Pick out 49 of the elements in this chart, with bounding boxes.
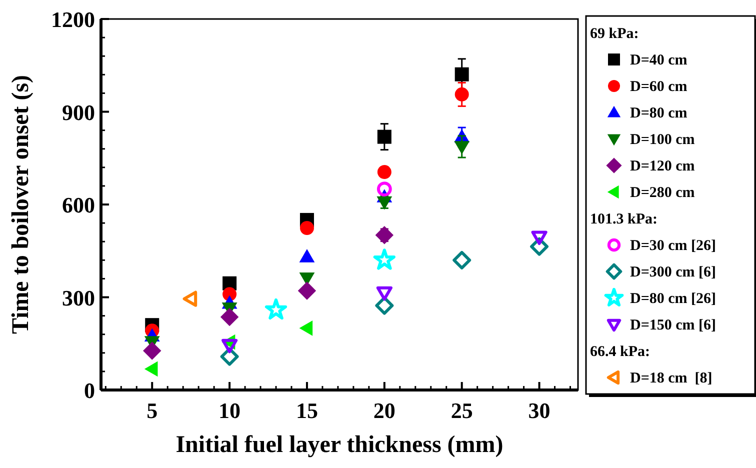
text: 69 kPa:	[590, 26, 639, 42]
point	[143, 342, 162, 360]
point	[375, 226, 394, 244]
point	[376, 196, 392, 210]
legend-label: D=300 cm [6]	[630, 264, 716, 280]
point	[182, 290, 198, 307]
point	[452, 250, 472, 270]
x-tick-label: 10	[218, 398, 241, 423]
legend-label: D=80 cm	[630, 106, 688, 122]
text: 101.3 kPa:	[590, 212, 658, 228]
point	[454, 87, 469, 102]
legend-label: D=60 cm	[630, 79, 688, 95]
x-tick-label: 20	[373, 398, 396, 423]
y-tick-label: 300	[62, 285, 95, 310]
legend-label: D=280 cm	[630, 185, 696, 201]
y-tick-label: 900	[62, 100, 95, 125]
point	[376, 286, 392, 301]
x-tick-label: 25	[450, 398, 473, 423]
y-tick-label: 600	[62, 192, 95, 218]
legend-label: D=150 cm [6]	[630, 318, 716, 334]
text: 66.4 kPa:	[590, 344, 650, 360]
x-tick-label: 5	[146, 398, 158, 423]
x-axis-title: Initial fuel layer thickness (mm)	[176, 432, 504, 458]
legend-label: D=80 cm [26]	[630, 291, 716, 307]
legend-label: D=120 cm	[630, 158, 696, 174]
x-tick-label: 30	[528, 398, 550, 423]
point	[299, 320, 313, 336]
point	[220, 308, 239, 326]
point	[454, 67, 469, 82]
point	[144, 361, 158, 377]
point	[298, 282, 316, 300]
point	[377, 165, 392, 180]
point	[376, 182, 392, 196]
x-tick-label: 15	[296, 398, 318, 423]
point	[454, 141, 470, 154]
point	[221, 338, 238, 354]
point	[300, 221, 314, 235]
point	[264, 298, 288, 320]
legend-label: D=18 cm [8]	[630, 370, 712, 386]
legend-label: D=100 cm	[630, 132, 696, 148]
legend-label: D=40 cm	[630, 52, 688, 68]
point	[299, 249, 315, 262]
point	[373, 248, 396, 270]
point	[377, 130, 392, 144]
y-tick-label: 1200	[51, 7, 95, 32]
y-tick-label: 0	[84, 378, 95, 403]
point	[531, 230, 548, 246]
y-axis-title: Time to boilover onset (s)	[8, 74, 34, 334]
legend-label: D=30 cm [26]	[630, 238, 716, 254]
